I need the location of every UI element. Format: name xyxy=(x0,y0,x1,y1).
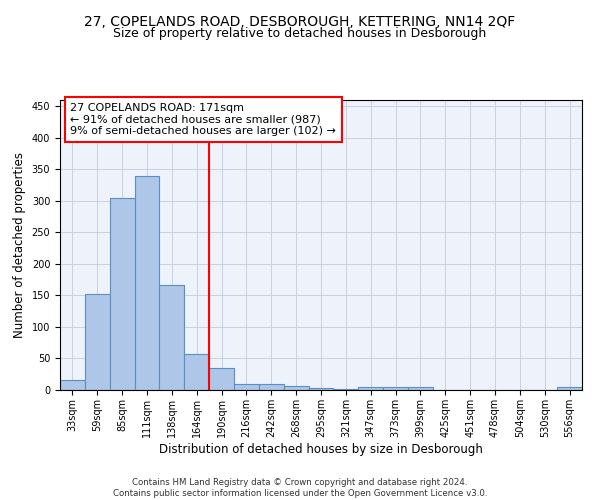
Text: Size of property relative to detached houses in Desborough: Size of property relative to detached ho… xyxy=(113,28,487,40)
Bar xyxy=(60,380,85,390)
Bar xyxy=(557,387,582,390)
Bar xyxy=(209,368,234,390)
Text: 27 COPELANDS ROAD: 171sqm
← 91% of detached houses are smaller (987)
9% of semi-: 27 COPELANDS ROAD: 171sqm ← 91% of detac… xyxy=(70,103,337,136)
Y-axis label: Number of detached properties: Number of detached properties xyxy=(13,152,26,338)
Bar xyxy=(259,384,284,390)
Bar xyxy=(358,387,383,390)
Bar xyxy=(334,388,358,390)
Bar xyxy=(308,388,334,390)
Text: Distribution of detached houses by size in Desborough: Distribution of detached houses by size … xyxy=(159,442,483,456)
Text: 27, COPELANDS ROAD, DESBOROUGH, KETTERING, NN14 2QF: 27, COPELANDS ROAD, DESBOROUGH, KETTERIN… xyxy=(85,15,515,29)
Bar xyxy=(160,284,184,390)
Bar xyxy=(134,176,160,390)
Bar xyxy=(85,294,110,390)
Text: Contains HM Land Registry data © Crown copyright and database right 2024.
Contai: Contains HM Land Registry data © Crown c… xyxy=(113,478,487,498)
Bar xyxy=(284,386,308,390)
Bar xyxy=(234,384,259,390)
Bar xyxy=(110,198,134,390)
Bar xyxy=(383,387,408,390)
Bar xyxy=(184,354,209,390)
Bar xyxy=(408,387,433,390)
